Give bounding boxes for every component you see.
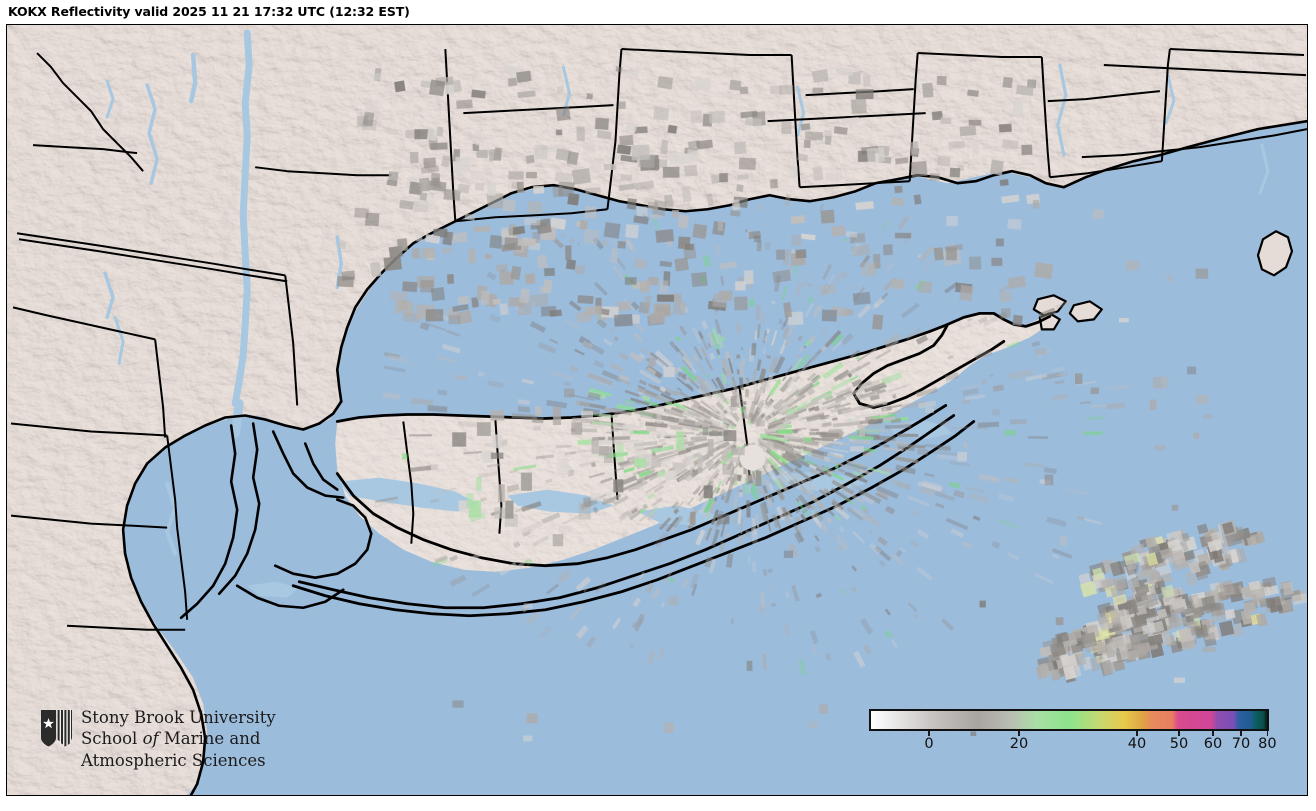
offshore-islands [1032, 230, 1294, 331]
map-canvas[interactable] [7, 25, 1307, 795]
colorbar-tick-mark [1212, 731, 1214, 736]
colorbar-tick-mark [1266, 731, 1269, 736]
colorbar-tick-mark [1136, 731, 1138, 736]
colorbar-tick-mark [1240, 731, 1242, 736]
map-frame[interactable] [6, 24, 1308, 796]
colorbar-tick-label: 80 [1258, 736, 1277, 752]
radar-cone-of-silence [739, 444, 766, 471]
colorbar-tick-label: 0 [924, 736, 934, 752]
colorbar-gradient-box [869, 709, 1269, 731]
page-title: KOKX Reflectivity valid 2025 11 21 17:32… [8, 4, 410, 19]
radar-offshore-cluster [1035, 520, 1307, 683]
colorbar-tick-label: 70 [1231, 736, 1251, 752]
colorbar-tick-label: 60 [1203, 736, 1223, 752]
county-boundaries [10, 48, 1307, 631]
reflectivity-colorbar: 0 20 40 50 60 70 80 [869, 709, 1277, 767]
colorbar-tick-mark [928, 731, 930, 736]
radar-clutter-blocks [337, 65, 1216, 742]
colorbar-tick-label: 40 [1127, 736, 1147, 752]
colorbar-tick-mark [1018, 731, 1020, 736]
colorbar-tick-mark [1178, 731, 1180, 736]
colorbar-gradient [871, 711, 1267, 729]
colorbar-tick-label: 50 [1169, 736, 1189, 752]
colorbar-tick-label: 20 [1009, 736, 1029, 752]
